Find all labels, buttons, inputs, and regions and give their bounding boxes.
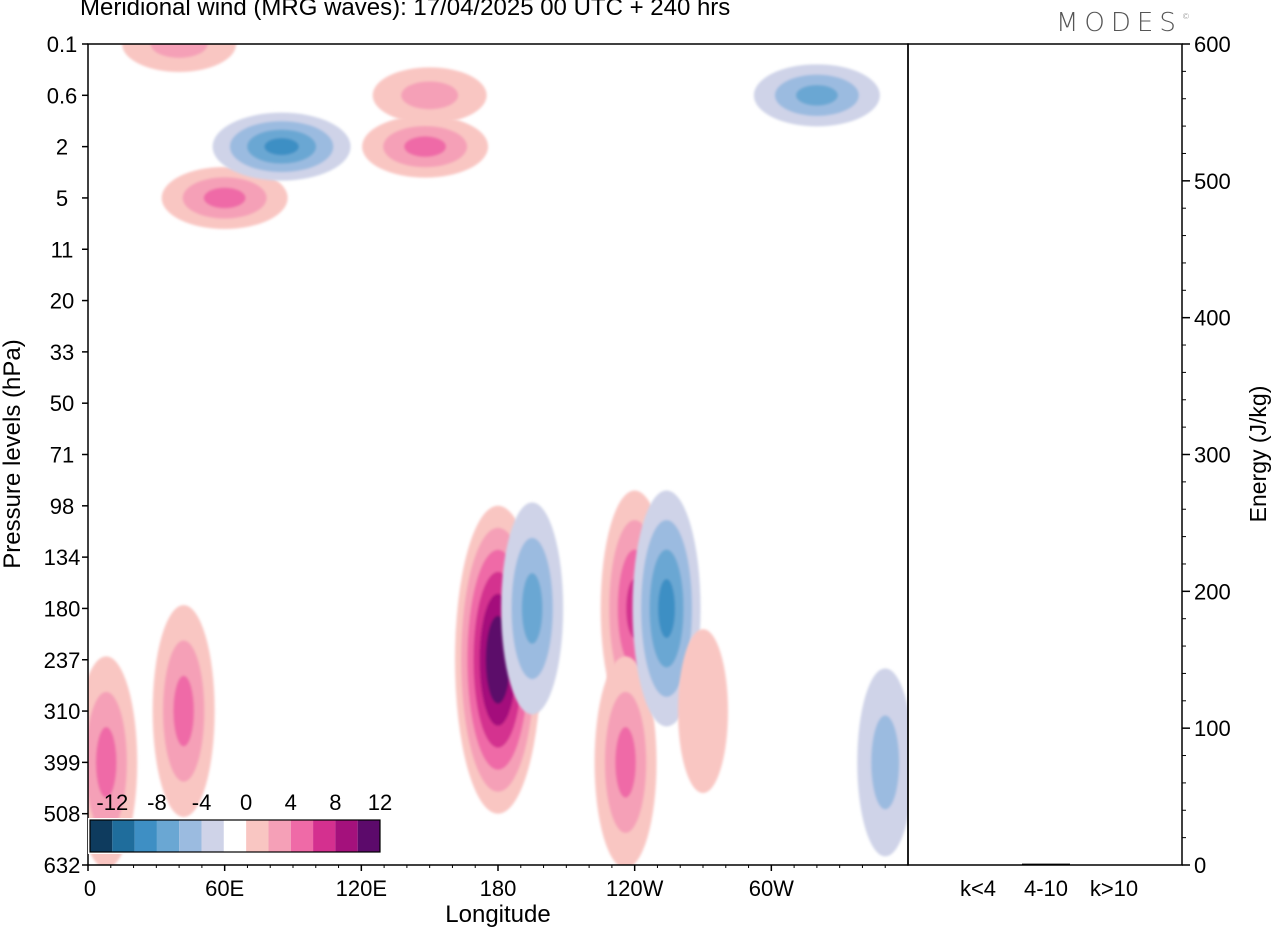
contour-level	[404, 136, 447, 157]
contour-level	[491, 637, 505, 682]
contour-level	[615, 727, 636, 798]
y-tick-label: 0.1	[47, 32, 78, 57]
colorbar-swatch	[335, 820, 358, 852]
colorbar-label: -12	[96, 790, 128, 815]
colorbar-swatch	[156, 820, 180, 852]
energy-tick-label: 300	[1194, 443, 1231, 468]
energy-tick-label: 0	[1194, 853, 1206, 878]
energy-tick-label: 200	[1194, 579, 1231, 604]
colorbar-swatch	[179, 820, 202, 852]
contour-feature	[122, 44, 237, 72]
x-tick-label: 60W	[749, 876, 794, 901]
x-tick-label: 180	[480, 876, 517, 901]
colorbar-swatch	[112, 820, 135, 852]
colorbar-swatch	[268, 820, 291, 852]
contour-level	[173, 675, 195, 747]
colorbar-frame	[89, 819, 381, 853]
contour-level	[95, 727, 117, 798]
y-tick-label: 2	[56, 135, 68, 160]
colorbar-label: 4	[285, 790, 297, 815]
x-tick-label: 60E	[205, 876, 244, 901]
contour-feature	[372, 67, 487, 124]
x-axis-label: Longitude	[445, 901, 550, 928]
energy-tick-label: 100	[1194, 716, 1231, 741]
colorbar-label: 8	[329, 790, 341, 815]
y-tick-label: 71	[50, 443, 74, 468]
contour-feature	[501, 502, 564, 715]
y-tick-label: 237	[44, 648, 81, 673]
contour-level	[203, 187, 246, 209]
colorbar-label: -8	[147, 790, 167, 815]
y-tick-label: 20	[50, 289, 74, 314]
contour-field	[88, 44, 908, 865]
y-tick-label: 33	[50, 340, 74, 365]
contour-level	[401, 81, 459, 110]
contour-feature	[857, 668, 908, 857]
colorbar-swatch	[246, 820, 269, 852]
contour-feature	[152, 605, 215, 818]
logo-text: MODES	[1056, 8, 1182, 38]
energy-bar	[1022, 863, 1070, 865]
y-tick-label: 98	[50, 494, 74, 519]
y-tick-label: 50	[50, 391, 74, 416]
colorbar-swatch	[134, 820, 157, 852]
contour-feature	[753, 64, 880, 127]
y-tick-label: 399	[44, 750, 81, 775]
contour-level	[678, 629, 728, 794]
modes-logo: MODES©	[1056, 8, 1190, 38]
y-tick-label: 632	[44, 853, 81, 878]
y-tick-label: 0.6	[47, 83, 78, 108]
colorbar-label: -4	[192, 790, 212, 815]
colorbar-label: 0	[240, 790, 252, 815]
contour-feature	[594, 656, 657, 865]
pressure-axis: 0.1 0.6 2 5 11 20 33 50 71 98 134 180 237 310 399 508 63…	[44, 32, 88, 878]
contour-feature	[88, 656, 138, 865]
longitude-axis: 0 60E 120E 180 120W 60W	[84, 865, 886, 901]
y-tick-label: 5	[56, 186, 68, 211]
x-tick-label: 0	[84, 876, 96, 901]
colorbar-swatch	[313, 820, 336, 852]
x-tick-label: 120W	[606, 876, 664, 901]
energy-tick-label: 600	[1194, 32, 1231, 57]
energy-tick-label: 400	[1194, 306, 1231, 331]
x-tick-label: 120E	[336, 876, 387, 901]
contour-level	[871, 715, 900, 810]
energy-axis-label: Energy (J/kg)	[1245, 386, 1271, 523]
energy-axis: 0 100 200 300 400 500 600	[1182, 32, 1231, 878]
y-tick-label: 11	[51, 237, 74, 262]
contour-feature	[212, 112, 351, 181]
contour-feature	[362, 115, 489, 178]
y-tick-label: 310	[44, 699, 81, 724]
colorbar-swatch	[90, 820, 113, 852]
contour-level	[150, 44, 208, 58]
contour-level	[521, 573, 543, 644]
y-tick-label: 180	[44, 596, 81, 621]
y-tick-label: 134	[44, 545, 81, 570]
chart-title: Meridional wind (MRG waves): 17/04/2025 …	[80, 0, 731, 21]
colorbar-swatch	[223, 820, 247, 852]
energy-category-label: 4-10	[1024, 876, 1068, 901]
logo-mark: ©	[1181, 12, 1190, 21]
energy-tick-label: 500	[1194, 169, 1231, 194]
contour-feature	[161, 166, 288, 229]
colorbar-swatch	[357, 820, 380, 852]
y-tick-label: 508	[44, 802, 81, 827]
contour-level	[264, 138, 299, 156]
contour-feature	[678, 629, 728, 794]
energy-bars: k<4 4-10 k>10	[960, 863, 1138, 901]
colorbar-label: 12	[368, 790, 392, 815]
energy-category-label: k>10	[1090, 876, 1138, 901]
y-axis-label: Pressure levels (hPa)	[0, 339, 26, 568]
energy-panel-frame	[907, 43, 1183, 866]
colorbar: -12 -8 -4 0 4 8 12	[88, 790, 392, 854]
contour-level	[658, 578, 676, 638]
contour-level	[795, 84, 838, 106]
colorbar-swatch	[201, 820, 224, 852]
energy-category-label: k<4	[960, 876, 996, 901]
colorbar-swatch	[290, 820, 314, 852]
